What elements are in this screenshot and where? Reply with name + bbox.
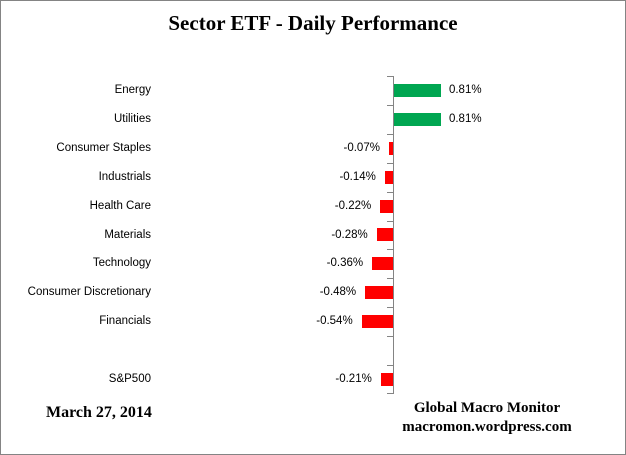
- plot-cell: -0.48%: [151, 278, 625, 307]
- value-label: -0.36%: [326, 257, 364, 270]
- negative-bar: [361, 315, 393, 329]
- value-label: -0.21%: [335, 373, 372, 386]
- category-label: Technology: [92, 257, 151, 270]
- chart-row: Technology -0.36%: [1, 249, 625, 278]
- negative-bar: [384, 170, 393, 184]
- footer-source-url: macromon.wordpress.com: [402, 419, 572, 435]
- value-label: 0.81%: [448, 112, 482, 125]
- chart-row: Energy 0.81%: [1, 76, 625, 105]
- value-label: 0.81%: [448, 84, 482, 96]
- footer-date: March 27, 2014: [46, 404, 152, 421]
- category-label: Consumer Discretionary: [27, 286, 151, 299]
- plot-cell: -0.36%: [151, 249, 625, 278]
- positive-bar: [394, 112, 441, 126]
- category-label: Consumer Staples: [56, 141, 151, 154]
- chart-row: S&P500 -0.21%: [1, 365, 625, 394]
- axis-tick: [387, 76, 393, 77]
- axis-tick: [387, 221, 393, 222]
- category-label: Industrials: [98, 170, 151, 183]
- negative-bar: [376, 228, 393, 242]
- chart-title: Sector ETF - Daily Performance: [168, 11, 458, 35]
- axis-tick: [387, 336, 393, 337]
- plot-cell: [151, 336, 625, 365]
- category-label: Utilities: [113, 112, 151, 125]
- axis-tick: [387, 307, 393, 308]
- axis-tick: [387, 278, 393, 279]
- axis-tick: [387, 249, 393, 250]
- bar-chart: Energy 0.81% Utilities 0.81% Consumer Staple…: [1, 76, 625, 394]
- category-label: [1, 336, 151, 365]
- plot-cell: -0.22%: [151, 192, 625, 221]
- value-label: -0.07%: [343, 141, 380, 154]
- plot-cell: 0.81%: [151, 105, 625, 134]
- plot-cell: -0.21%: [151, 365, 625, 394]
- chart-row: Consumer Discretionary -0.48%: [1, 278, 625, 307]
- chart-row: Utilities 0.81%: [1, 105, 625, 134]
- plot-cell: -0.28%: [151, 221, 625, 250]
- plot-cell: 0.81%: [151, 76, 625, 105]
- value-label: -0.14%: [339, 170, 376, 183]
- chart-row: Financials -0.54%: [1, 307, 625, 336]
- value-label: -0.28%: [331, 228, 368, 241]
- category-label: Financials: [99, 315, 151, 328]
- chart-row: Industrials -0.14%: [1, 163, 625, 192]
- value-label: -0.54%: [316, 315, 353, 328]
- axis-tick: [387, 365, 393, 366]
- negative-bar: [388, 141, 393, 155]
- negative-bar: [365, 286, 393, 300]
- footer-source-name: Global Macro Monitor: [413, 400, 561, 416]
- category-label: Materials: [104, 228, 151, 241]
- negative-bar: [372, 257, 393, 271]
- chart-row: Materials -0.28%: [1, 221, 625, 250]
- chart-row: [1, 336, 625, 365]
- category-label: S&P500: [108, 373, 151, 386]
- chart-row: Health Care -0.22%: [1, 192, 625, 221]
- plot-cell: -0.14%: [151, 163, 625, 192]
- value-label: -0.48%: [319, 286, 357, 299]
- axis-tick: [387, 105, 393, 106]
- negative-bar: [380, 199, 393, 213]
- axis-tick: [387, 393, 393, 394]
- positive-bar: [394, 83, 441, 97]
- axis-tick: [387, 134, 393, 135]
- chart-row: Consumer Staples -0.07%: [1, 134, 625, 163]
- plot-cell: -0.07%: [151, 134, 625, 163]
- plot-cell: -0.54%: [151, 307, 625, 336]
- negative-bar: [380, 373, 393, 387]
- value-label: -0.22%: [334, 199, 372, 212]
- y-axis-line: [393, 76, 394, 394]
- axis-tick: [387, 163, 393, 164]
- category-label: Health Care: [89, 199, 151, 212]
- category-label: Energy: [114, 84, 151, 96]
- footer-source: Global Macro Monitor macromon.wordpress.…: [357, 399, 617, 437]
- axis-tick: [387, 192, 393, 193]
